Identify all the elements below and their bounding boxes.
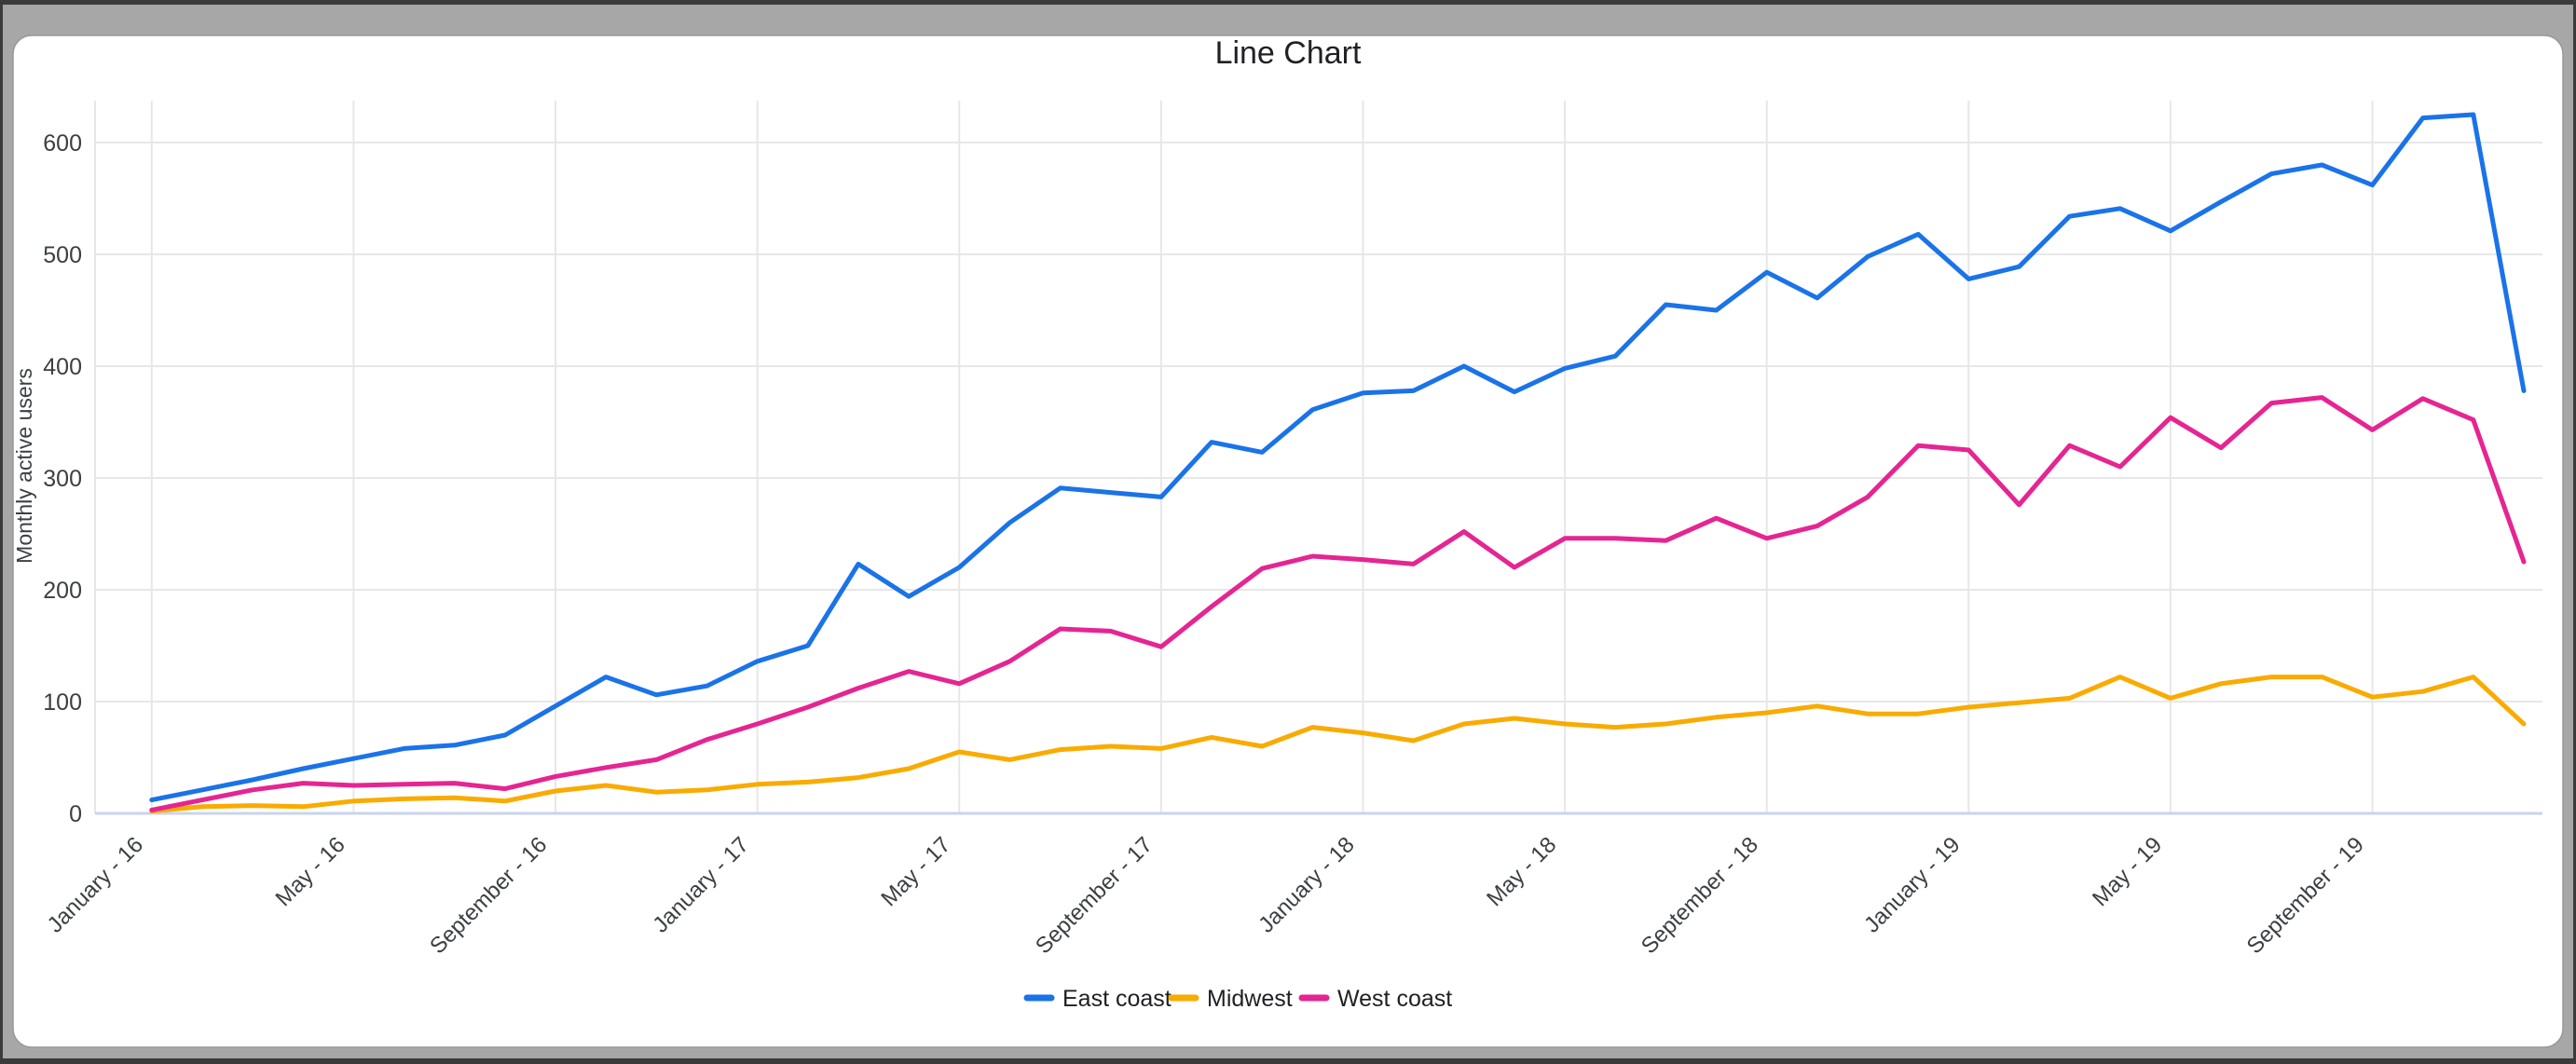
legend-label: West coast bbox=[1337, 986, 1452, 1012]
east-coast-line bbox=[149, 112, 2527, 803]
window-edge-top bbox=[0, 0, 2576, 5]
y-tick-label: 400 bbox=[43, 354, 82, 380]
chart-card bbox=[12, 34, 2564, 1048]
y-tick-label: 200 bbox=[43, 578, 82, 604]
window-edge-left bbox=[0, 0, 3, 1064]
midwest-line bbox=[149, 675, 2527, 814]
legend-label: East coast bbox=[1062, 986, 1172, 1012]
gridlines bbox=[94, 101, 2542, 815]
y-tick-label: 0 bbox=[69, 801, 82, 827]
y-tick-label: 500 bbox=[43, 242, 82, 268]
data-series-lines bbox=[149, 112, 2527, 814]
y-tick-label: 100 bbox=[43, 689, 82, 716]
y-tick-label: 600 bbox=[43, 130, 82, 157]
window-edge-bottom bbox=[0, 1058, 2576, 1064]
y-axis-title: Monthly active users bbox=[12, 368, 36, 564]
legend-label: Midwest bbox=[1207, 986, 1293, 1012]
chart-legend: East coast Midwest West coast bbox=[1023, 986, 1452, 1012]
y-tick-label: 300 bbox=[43, 466, 82, 492]
chart-title: Line Chart bbox=[1215, 35, 1362, 71]
window-edge-right bbox=[2573, 0, 2576, 1064]
west-coast-line bbox=[149, 395, 2527, 812]
